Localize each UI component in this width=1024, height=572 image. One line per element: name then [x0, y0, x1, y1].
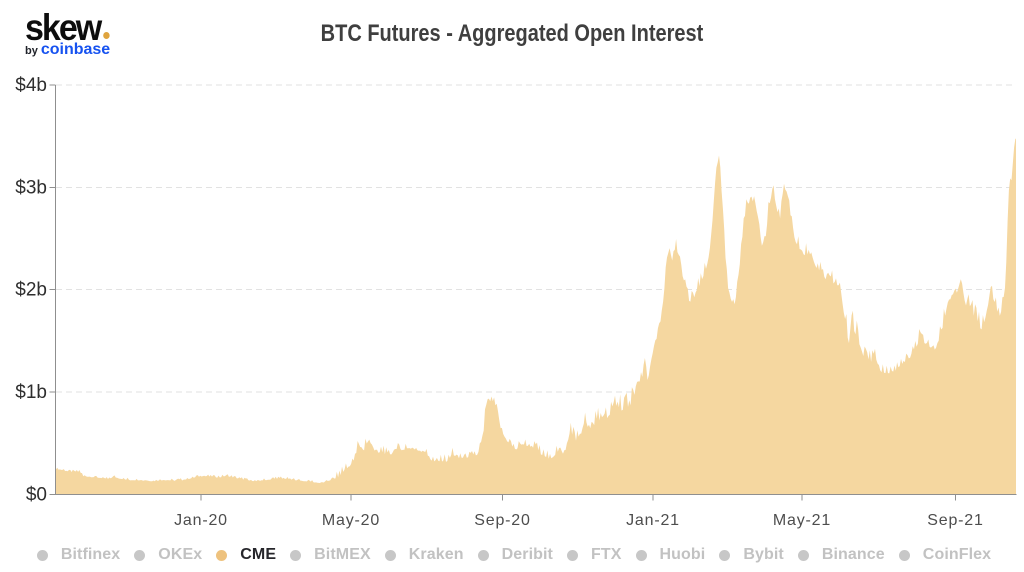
svg-text:Jan-21: Jan-21 — [626, 512, 680, 529]
svg-text:May-21: May-21 — [773, 512, 831, 529]
svg-text:$1b: $1b — [15, 382, 47, 403]
svg-text:$2b: $2b — [15, 280, 47, 301]
svg-text:Sep-21: Sep-21 — [927, 512, 983, 529]
svg-text:$4b: $4b — [15, 75, 47, 96]
svg-text:May-20: May-20 — [322, 512, 380, 529]
svg-text:Sep-20: Sep-20 — [474, 512, 530, 529]
svg-text:Jan-20: Jan-20 — [174, 512, 228, 529]
svg-text:$0: $0 — [26, 485, 47, 506]
svg-text:$3b: $3b — [15, 177, 47, 198]
